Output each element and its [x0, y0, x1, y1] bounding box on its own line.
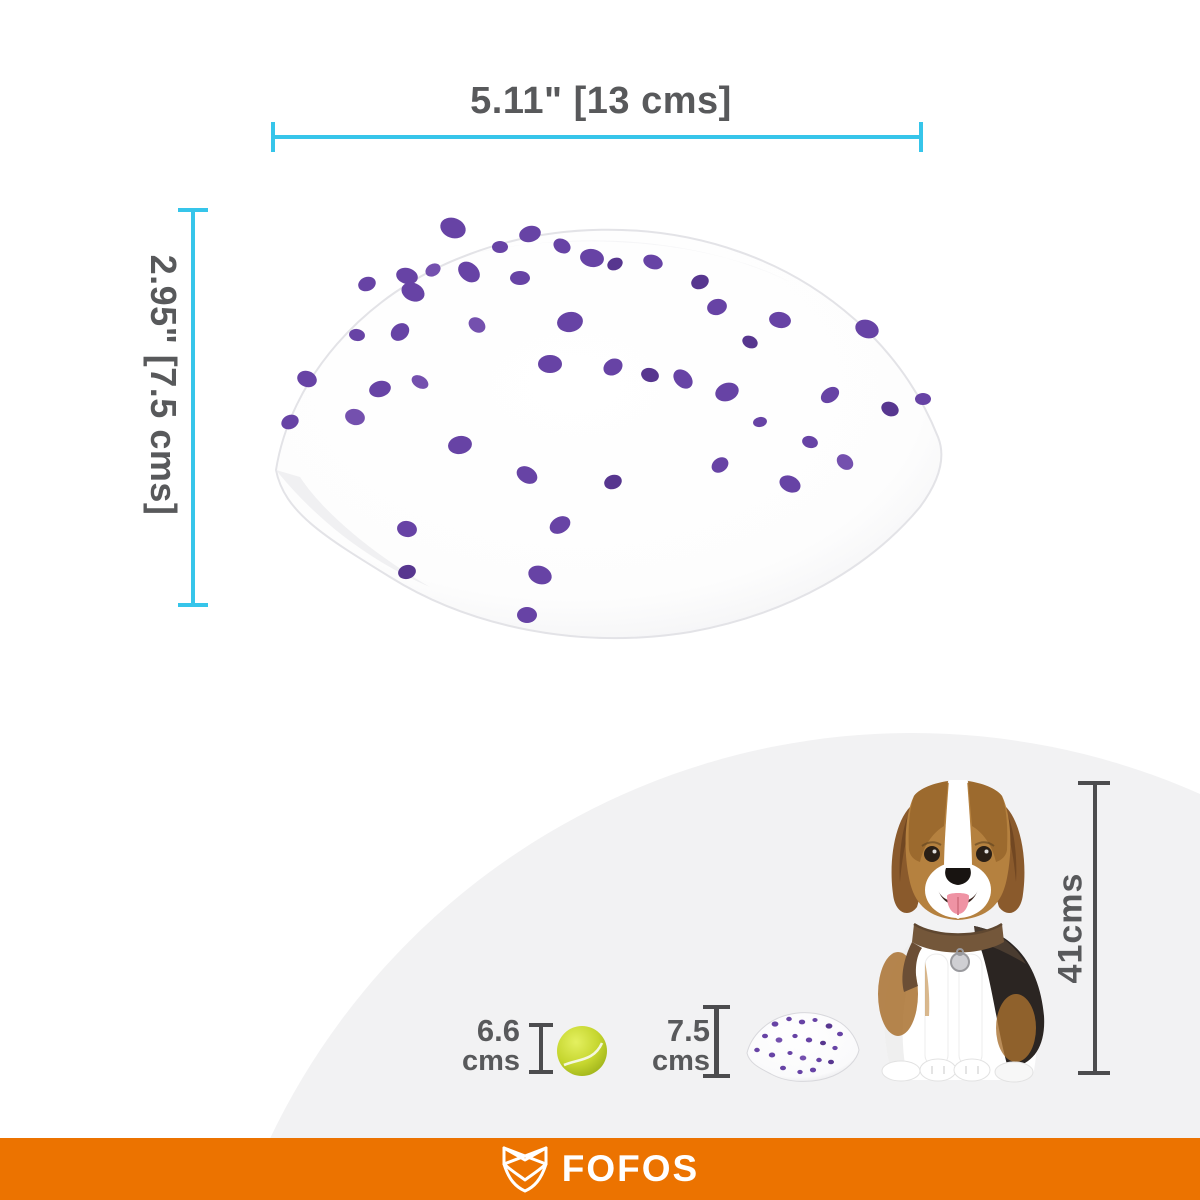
height-dimension-line	[191, 210, 195, 605]
height-dimension-label: 2.95" [7.5 cms]	[143, 254, 184, 516]
width-dimension-line	[273, 135, 923, 139]
tennis-ball-dimension-cap-bottom	[529, 1070, 553, 1074]
toy-dimension-cap-bottom	[703, 1074, 730, 1078]
dog-height-label: 41cms	[1051, 872, 1090, 984]
tennis-ball-dimension-line	[539, 1025, 543, 1072]
dog-dimension-cap-top	[1078, 781, 1110, 785]
toy-dimension-cap-top	[703, 1005, 730, 1009]
dog-dimension-line	[1093, 783, 1097, 1075]
toy-size-value: 7.5	[666, 1013, 710, 1048]
tennis-ball-dimension-cap-top	[529, 1023, 553, 1027]
brand-footer: FOFOS	[0, 1138, 1200, 1200]
product-toy-small-image	[746, 1012, 860, 1082]
tennis-ball-size-unit: cms	[461, 1045, 520, 1077]
tennis-ball-size-label: 6.6 cms	[380, 1013, 520, 1077]
brand-name: FOFOS	[561, 1148, 700, 1189]
toy-size-label: 7.5 cms	[570, 1013, 710, 1077]
width-dimension-cap-left	[271, 122, 275, 152]
beagle-dog-image	[878, 780, 1045, 1083]
product-toy-image	[274, 217, 943, 640]
tennis-ball-size-value: 6.6	[476, 1013, 520, 1048]
tennis-ball-image	[557, 1026, 607, 1076]
dog-dimension-cap-bottom	[1078, 1071, 1110, 1075]
width-dimension-cap-right	[919, 122, 923, 152]
toy-dimension-line	[714, 1007, 719, 1078]
height-dimension-cap-bottom	[178, 603, 208, 607]
height-dimension-cap-top	[178, 208, 208, 212]
fox-logo-icon	[502, 1146, 548, 1193]
toy-size-unit: cms	[651, 1045, 710, 1077]
width-dimension-label: 5.11" [13 cms]	[470, 80, 732, 122]
